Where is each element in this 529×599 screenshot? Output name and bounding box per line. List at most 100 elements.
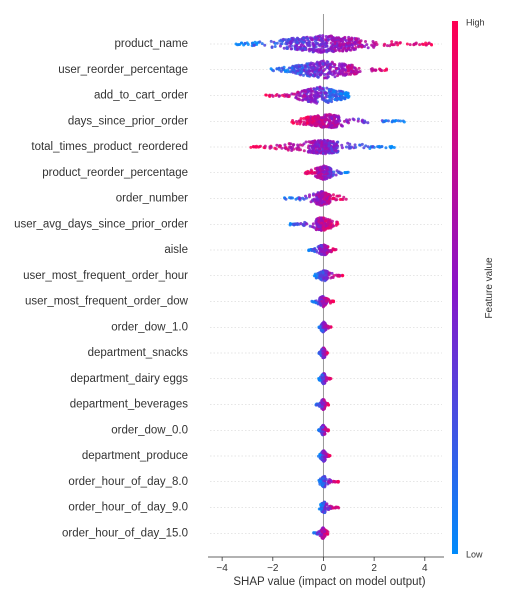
shap-point	[323, 279, 327, 283]
shap-point	[328, 62, 332, 66]
shap-point	[278, 39, 282, 43]
shap-point	[337, 89, 341, 93]
shap-point	[287, 94, 291, 98]
shap-point	[346, 141, 350, 145]
shap-point	[364, 40, 368, 43]
shap-point	[263, 144, 267, 148]
shap-point	[311, 222, 315, 226]
shap-point	[350, 67, 354, 71]
shap-point	[284, 145, 288, 149]
shap-point	[317, 47, 321, 51]
shap-point	[317, 428, 321, 432]
shap-point	[340, 143, 344, 147]
feature-label: order_dow_1.0	[111, 321, 188, 333]
shap-point	[268, 93, 272, 97]
shap-point	[298, 38, 302, 42]
shap-point	[418, 43, 422, 47]
shap-point	[316, 75, 320, 79]
shap-point	[327, 141, 331, 145]
shap-point	[372, 68, 376, 72]
shap-point	[325, 41, 329, 45]
shap-point	[323, 194, 327, 198]
shap-point	[309, 149, 313, 153]
shap-point	[339, 38, 343, 42]
shap-point	[251, 144, 255, 148]
shap-point	[320, 250, 324, 254]
shap-point	[285, 93, 289, 97]
shap-point	[325, 169, 329, 173]
shap-point	[278, 68, 282, 72]
shap-point	[314, 69, 318, 73]
shap-point	[312, 116, 316, 120]
shap-point	[310, 93, 314, 97]
shap-point	[321, 504, 325, 508]
shap-point	[311, 42, 315, 46]
shap-point	[319, 203, 323, 207]
shap-point	[311, 89, 315, 93]
shap-point	[304, 140, 308, 144]
shap-point	[301, 40, 305, 44]
feature-label: product_reorder_percentage	[42, 167, 188, 179]
shap-point	[291, 70, 295, 74]
shap-point	[323, 76, 327, 80]
shap-point	[321, 121, 325, 125]
shap-point	[321, 271, 325, 275]
shap-point	[346, 92, 350, 96]
shap-point	[340, 124, 344, 128]
shap-point	[300, 143, 304, 147]
shap-point	[323, 72, 327, 76]
shap-point	[299, 222, 303, 225]
shap-point	[313, 171, 317, 175]
shap-point	[275, 67, 279, 71]
shap-point	[246, 42, 250, 46]
shap-point	[327, 144, 331, 148]
shap-point	[342, 64, 346, 68]
shap-point	[312, 151, 316, 155]
shap-point	[328, 218, 332, 222]
shap-point	[269, 67, 273, 71]
shap-point	[320, 405, 324, 409]
shap-point	[302, 122, 306, 126]
shap-point	[329, 147, 333, 151]
shap-point	[325, 72, 329, 76]
shap-point	[306, 94, 310, 98]
shap-point	[303, 220, 307, 224]
shap-point	[296, 143, 300, 147]
shap-point	[301, 196, 305, 200]
shap-point	[249, 145, 253, 149]
shap-point	[325, 532, 329, 536]
shap-point	[326, 351, 330, 355]
shap-point	[319, 275, 323, 279]
shap-point	[316, 201, 320, 205]
shap-point	[363, 120, 367, 124]
shap-point	[318, 68, 322, 72]
shap-point	[323, 479, 327, 483]
shap-point	[326, 38, 330, 42]
shap-point	[295, 147, 299, 150]
feature-label: user_reorder_percentage	[58, 64, 188, 76]
shap-point	[327, 174, 331, 178]
shap-point	[327, 273, 331, 277]
shap-point	[329, 300, 333, 304]
shap-point	[299, 71, 303, 75]
shap-point	[315, 276, 319, 280]
feature-label: total_times_product_reordered	[31, 141, 188, 153]
shap-point	[398, 41, 402, 45]
shap-point	[334, 49, 338, 53]
shap-point	[324, 270, 328, 274]
shap-point	[305, 121, 309, 125]
shap-point	[320, 71, 324, 75]
shap-point	[317, 120, 321, 124]
shap-point	[344, 197, 348, 201]
shap-point	[402, 120, 406, 124]
shap-point	[303, 47, 307, 51]
shap-point	[321, 39, 325, 43]
shap-point	[383, 69, 387, 73]
colorbar-high-label: High	[466, 17, 485, 27]
shap-point	[327, 95, 331, 99]
shap-point	[294, 119, 298, 123]
shap-point	[339, 98, 343, 102]
shap-point	[302, 117, 306, 121]
shap-point	[284, 69, 288, 73]
shap-point	[338, 197, 342, 201]
